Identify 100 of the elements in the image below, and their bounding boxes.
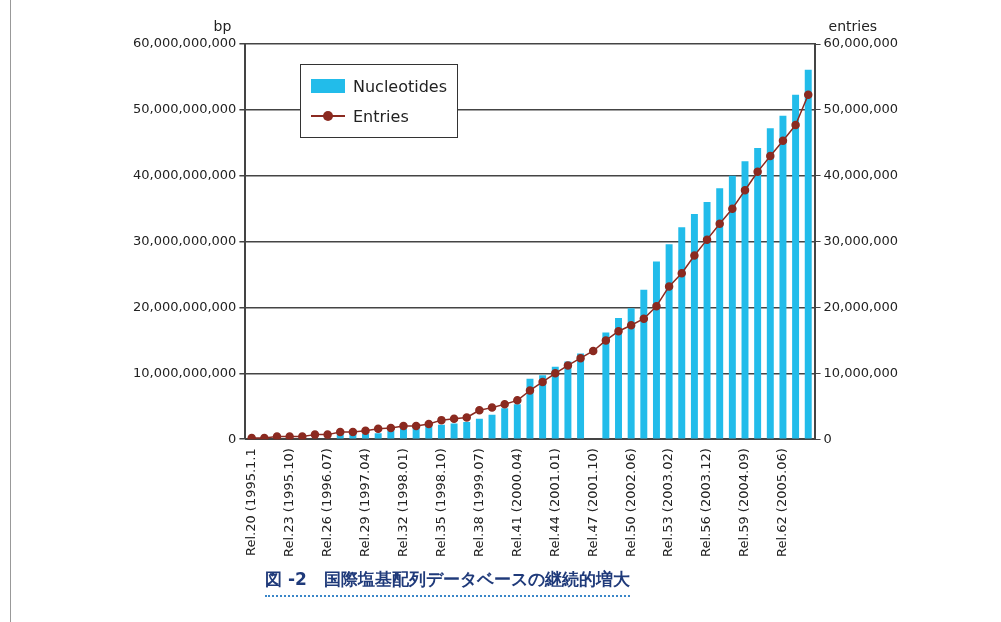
bar: [766, 128, 774, 439]
bar: [665, 244, 673, 439]
y-tick-label: 40,000,000,000: [132, 167, 237, 183]
point: [348, 427, 358, 437]
bar: [627, 308, 635, 439]
y-tick-label: 10,000,000,000: [132, 364, 237, 380]
point: [462, 413, 471, 422]
point: [424, 419, 434, 429]
bar: [652, 261, 660, 439]
x-tick-label: Rel.56 (2003.12): [698, 448, 714, 558]
point: [588, 346, 598, 356]
point: [626, 321, 636, 330]
y2-tick-label: 30,000,000: [823, 232, 898, 248]
bar: [804, 69, 812, 439]
point: [601, 336, 611, 345]
point: [753, 167, 762, 177]
point: [449, 414, 459, 424]
y2-axis-title: entries: [828, 17, 878, 34]
point: [702, 235, 712, 244]
point: [664, 282, 674, 291]
bar: [754, 148, 762, 439]
legend-label: Entries: [353, 106, 409, 126]
bar: [792, 94, 800, 439]
x-tick-label: Rel.59 (2004.09): [736, 448, 752, 558]
y-tick-label: 60,000,000,000: [132, 35, 237, 51]
point: [639, 314, 649, 323]
y-tick-label: 0: [228, 430, 237, 446]
point: [260, 433, 269, 440]
bar: [475, 418, 483, 439]
point: [323, 430, 332, 439]
point: [677, 268, 687, 278]
point: [411, 421, 421, 431]
point: [614, 326, 623, 336]
y2-tick-label: 20,000,000: [823, 298, 898, 314]
y-tick-label: 20,000,000,000: [132, 298, 237, 314]
point: [437, 415, 446, 425]
point: [500, 400, 509, 409]
y2-tick-label: 60,000,000: [823, 35, 898, 51]
point: [399, 421, 408, 431]
point: [576, 353, 585, 363]
point: [310, 430, 320, 439]
bar: [678, 227, 686, 439]
point: [551, 369, 560, 378]
point: [778, 136, 788, 146]
point: [525, 386, 535, 395]
bar: [703, 202, 711, 439]
y2-tick-label: 0: [823, 430, 832, 446]
x-tick-label: Rel.20 (1995.1.1: [243, 448, 259, 557]
legend-label: Nucleotides: [353, 76, 448, 96]
x-tick-label: Rel.29 (1997.04): [356, 448, 372, 558]
bar: [577, 353, 585, 439]
point: [475, 406, 484, 415]
bar: [615, 318, 622, 439]
x-tick-label: Rel.62 (2005.06): [774, 448, 790, 558]
bar: [450, 423, 458, 439]
point: [715, 219, 724, 229]
x-tick-label: Rel.44 (2001.01): [546, 448, 562, 558]
bar: [690, 213, 698, 439]
point: [361, 426, 370, 435]
bar: [501, 408, 509, 439]
bar: [716, 188, 724, 439]
point: [803, 90, 813, 99]
bar: [779, 115, 787, 439]
bar: [640, 289, 648, 439]
bar: [488, 414, 496, 439]
y2-tick-label: 50,000,000: [823, 101, 898, 117]
bar: [463, 422, 471, 439]
point: [272, 432, 282, 440]
point: [285, 432, 294, 440]
point: [538, 377, 547, 387]
x-tick-label: Rel.32 (1998.01): [394, 448, 410, 558]
point: [791, 120, 800, 130]
y-tick-label: 50,000,000,000: [132, 101, 237, 117]
point: [247, 433, 256, 440]
y2-tick-label: 40,000,000: [823, 167, 898, 183]
point: [335, 427, 345, 437]
bar: [374, 433, 382, 439]
point: [728, 204, 737, 213]
point: [513, 396, 522, 405]
x-tick-label: Rel.35 (1998.10): [432, 448, 448, 558]
y-tick-label: 30,000,000,000: [132, 232, 237, 248]
x-tick-label: Rel.47 (2001.10): [584, 448, 600, 558]
text: 図 -2 国際塩基配列データベースの継続的増大: [265, 568, 630, 591]
point: [386, 423, 396, 433]
point: [487, 403, 497, 412]
point: [652, 301, 661, 311]
x-tick-label: Rel.41 (2000.04): [508, 448, 524, 558]
point: [298, 432, 307, 440]
x-tick-label: Rel.26 (1996.07): [318, 448, 334, 558]
y2-tick-label: 10,000,000: [823, 364, 898, 380]
x-tick-label: Rel.23 (1995.10): [281, 448, 297, 558]
bar: [513, 404, 521, 439]
point: [563, 361, 573, 370]
x-tick-label: Rel.53 (2003.02): [660, 448, 676, 558]
point: [690, 251, 699, 260]
x-tick-label: Rel.50 (2002.06): [622, 448, 638, 558]
bar: [728, 175, 736, 439]
x-tick-label: Rel.38 (1999.07): [470, 448, 486, 558]
point: [766, 151, 775, 161]
y-axis-title: bp: [213, 17, 232, 34]
